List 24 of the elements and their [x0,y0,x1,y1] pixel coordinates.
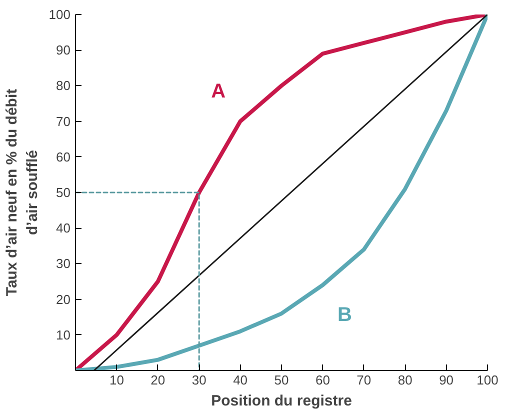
x-axis-title: Position du registre [211,392,352,410]
x-tick-label: 30 [192,372,206,388]
series-label: A [211,80,226,102]
y-axis-title: Taux d’air neuf en % du débit d’air soufflé [3,88,41,296]
y-tick-label: 50 [56,185,71,200]
y-tick-label: 40 [56,220,71,236]
x-tick-label: 20 [150,372,166,388]
y-tick-label: 100 [48,7,71,22]
x-tick-label: 10 [109,372,124,388]
x-tick-label: 100 [476,372,498,388]
x-tick-label: 90 [439,372,454,388]
y-tick-label: 10 [56,327,71,342]
x-tick-label: 60 [315,372,330,388]
series-label: B [337,304,352,326]
x-tick-label: 40 [233,372,248,388]
x-tick-label: 80 [398,372,412,388]
y-tick-label: 90 [56,42,71,58]
x-tick-label: 50 [274,372,289,388]
y-tick-label: 20 [56,292,71,307]
y-tick-label: 30 [56,256,71,272]
y-tick-label: 80 [56,78,71,94]
x-tick-label: 70 [356,372,372,388]
y-tick-label: 70 [56,114,71,129]
y-tick-label: 60 [56,149,71,164]
